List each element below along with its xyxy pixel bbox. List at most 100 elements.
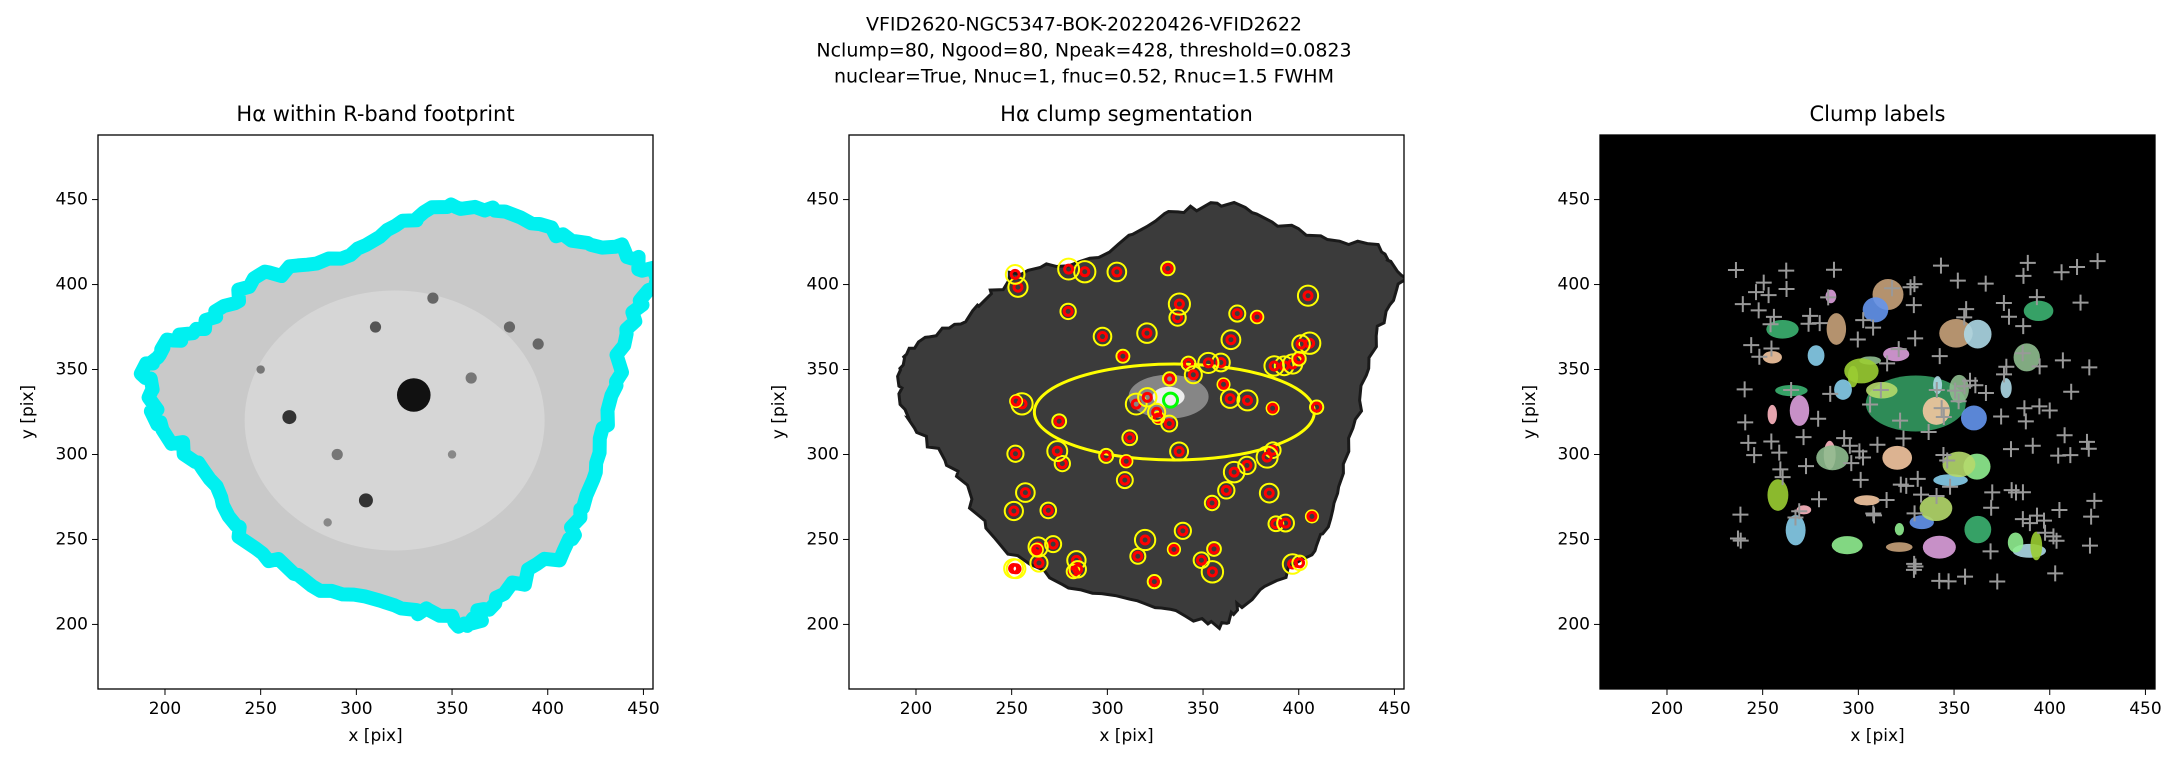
label-region bbox=[1789, 395, 1810, 426]
peak-cross bbox=[2051, 501, 2068, 518]
peak-cross bbox=[2086, 492, 2103, 509]
peak bbox=[1302, 290, 1314, 302]
clump bbox=[427, 292, 439, 304]
peak bbox=[1009, 268, 1021, 280]
peak-cross bbox=[2054, 352, 2071, 369]
peak-cross bbox=[1810, 410, 1827, 427]
label-region bbox=[1960, 405, 1987, 431]
peak-cross bbox=[1884, 280, 1901, 297]
segment bbox=[1200, 560, 1225, 584]
peak-cross bbox=[1906, 276, 1923, 293]
peak-cross bbox=[2047, 565, 2064, 582]
peak-cross bbox=[2017, 413, 2034, 430]
peak-cross bbox=[2063, 383, 2080, 400]
segment bbox=[1276, 513, 1295, 533]
peak-cross bbox=[1998, 358, 2015, 375]
peak-cross bbox=[1907, 558, 1924, 575]
peak bbox=[1117, 350, 1129, 362]
segment bbox=[1115, 471, 1134, 490]
x-tick-label: 200 bbox=[149, 699, 181, 719]
peak-cross bbox=[1931, 348, 1948, 365]
label-region bbox=[1894, 523, 1905, 536]
suptitle: nuclear=True, Nnuc=1, fnuc=0.52, Rnuc=1.… bbox=[834, 66, 1334, 88]
axes-title: Clump labels bbox=[1810, 102, 1946, 126]
peak-cross bbox=[2081, 359, 2098, 376]
segment bbox=[1297, 331, 1322, 355]
clump bbox=[447, 450, 457, 459]
peak-cross bbox=[1763, 433, 1780, 450]
segment bbox=[1167, 292, 1191, 316]
peak-cross bbox=[1855, 312, 1872, 329]
y-tick-label: 300 bbox=[807, 444, 839, 464]
segment bbox=[1166, 542, 1182, 557]
y-tick-label: 400 bbox=[807, 275, 839, 295]
peak bbox=[1072, 563, 1084, 575]
peak-cross bbox=[1892, 412, 1909, 429]
peak-cross bbox=[1993, 408, 2010, 425]
peak-cross bbox=[1928, 382, 1945, 399]
peak bbox=[1151, 406, 1163, 418]
segment bbox=[1168, 308, 1187, 327]
peak-cross bbox=[1982, 543, 1999, 560]
segment bbox=[1059, 302, 1077, 321]
peak bbox=[1100, 450, 1112, 462]
segment bbox=[1121, 429, 1139, 447]
peak-cross bbox=[1977, 385, 1994, 402]
peak-cross bbox=[1755, 274, 1772, 291]
peak bbox=[1010, 563, 1022, 575]
clump bbox=[396, 378, 431, 412]
segment bbox=[1219, 388, 1241, 409]
peak bbox=[1280, 517, 1292, 529]
peak bbox=[1224, 393, 1236, 405]
peak-cross bbox=[2014, 345, 2031, 362]
segment bbox=[1236, 389, 1259, 412]
x-tick-label: 350 bbox=[436, 699, 468, 719]
peak bbox=[1139, 534, 1151, 546]
segment bbox=[1015, 482, 1036, 503]
segment bbox=[1146, 573, 1162, 590]
segment bbox=[1222, 460, 1246, 484]
clump bbox=[282, 410, 297, 425]
x-tick-label: 250 bbox=[1746, 699, 1778, 719]
axes-frame bbox=[1599, 134, 2156, 690]
peak-cross bbox=[1865, 319, 1882, 336]
peak bbox=[1141, 327, 1153, 339]
segment bbox=[1265, 401, 1280, 416]
y-tick-label: 200 bbox=[807, 614, 839, 634]
axes-frame bbox=[97, 134, 654, 690]
segment bbox=[1183, 365, 1203, 385]
peak-cross bbox=[1802, 307, 1819, 324]
y-tick-label: 450 bbox=[56, 190, 88, 210]
peak-cross bbox=[1771, 444, 1788, 461]
segment bbox=[1304, 509, 1319, 524]
peak-cross bbox=[1751, 348, 1768, 365]
segment bbox=[1169, 441, 1190, 462]
peak-cross bbox=[1983, 499, 2000, 516]
x-tick-label: 300 bbox=[340, 699, 372, 719]
segment bbox=[1228, 304, 1247, 323]
segment bbox=[1129, 547, 1147, 565]
y-axis-label: y [pix] bbox=[769, 385, 789, 439]
label-region bbox=[1919, 495, 1953, 522]
segment bbox=[1073, 260, 1097, 284]
clump bbox=[503, 321, 516, 333]
peak-cross bbox=[2081, 537, 2098, 554]
peak-cross bbox=[1866, 507, 1883, 524]
segment bbox=[1147, 402, 1167, 422]
peak-cross bbox=[1734, 296, 1751, 313]
segment bbox=[1197, 351, 1220, 374]
segment bbox=[1119, 454, 1134, 469]
peak-cross bbox=[2072, 294, 2089, 311]
peak-cross bbox=[1879, 355, 1896, 372]
label-region bbox=[1834, 379, 1852, 400]
segment bbox=[1249, 309, 1265, 325]
clump bbox=[331, 448, 343, 461]
peak bbox=[1173, 298, 1185, 310]
segment bbox=[1046, 440, 1069, 463]
peak-cross bbox=[1760, 287, 1777, 304]
peak-cross bbox=[1895, 430, 1912, 447]
x-tick-label: 350 bbox=[1938, 699, 1970, 719]
segment bbox=[1092, 326, 1113, 347]
peak bbox=[1241, 394, 1253, 406]
